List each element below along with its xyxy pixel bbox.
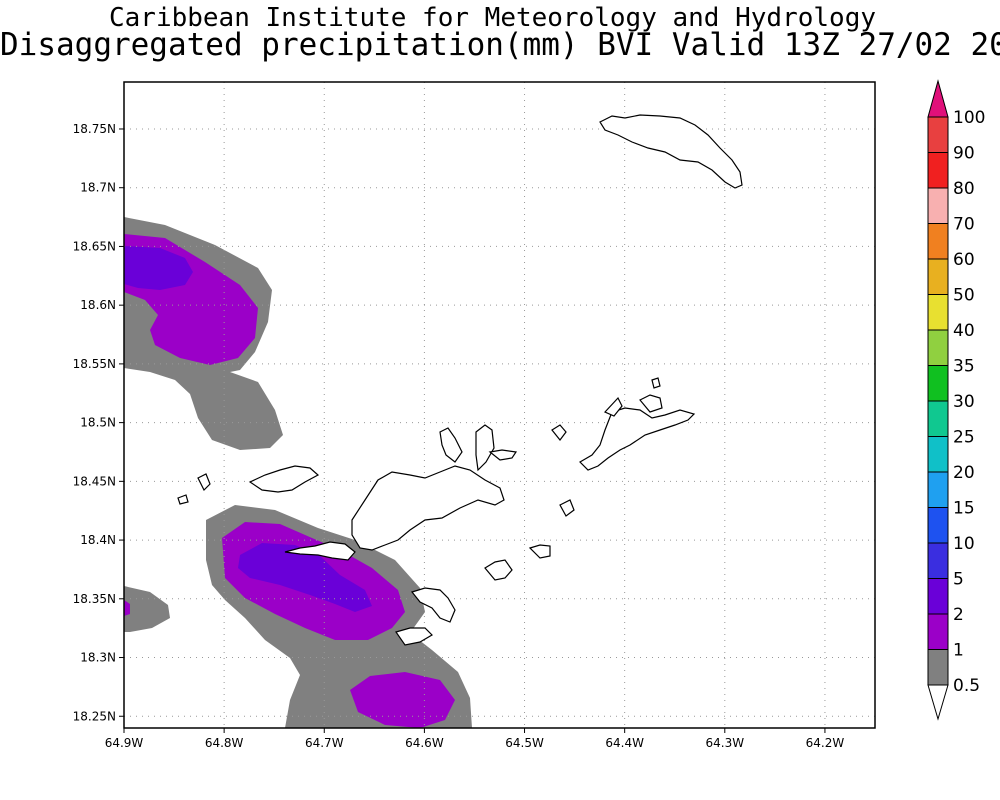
island-mosquito [603,396,623,417]
chart-title-institute: Caribbean Institute for Meteorology and … [108,3,876,33]
colorbar-segment [927,649,949,686]
colorbar-label: 40 [953,321,975,341]
colorbar-bottom-arrow [927,684,949,721]
colorbar-segment [927,152,949,189]
colorbar-label: 70 [953,215,975,235]
island-virgin-gorda [579,407,696,471]
lon-tick-label: 64.2W [806,736,845,750]
island-scrub [551,424,567,441]
island-guana [475,424,495,472]
island-islet-w [177,494,189,505]
colorbar-segment [927,187,949,224]
colorbar-label: 35 [953,357,975,377]
colorbar-label: 0.5 [953,676,980,696]
island-tortola [351,465,505,551]
colorbar-label: 90 [953,144,975,164]
island-norman [410,587,456,623]
island-st-thomas-east [284,541,356,561]
colorbar-label: 60 [953,250,975,270]
colorbar-segment [927,329,949,366]
lon-tick-label: 64.3W [706,736,745,750]
colorbar-label: 100 [953,108,985,128]
colorbar-segment [927,613,949,650]
lat-tick-label: 18.75N [73,122,116,136]
colorbar-label: 2 [953,605,964,625]
chart-title-product: Disaggregated precipitation(mm) BVI Vali… [0,27,1000,63]
precip-area-violet-center [238,543,372,612]
lat-tick-label: 18.45N [73,474,116,488]
precip-area-purple-south [350,672,455,728]
lat-tick-label: 18.6N [80,298,116,312]
longitude-axis-labels: 64.9W 64.8W 64.7W 64.6W 64.5W 64.4W 64.3W 64.2W [105,728,845,750]
colorbar-label: 25 [953,428,975,448]
island-beef [488,449,518,461]
island-anegada [599,114,743,189]
precip-area-violet-nw [124,246,193,290]
colorbar-label: 80 [953,179,975,199]
lat-tick-label: 18.25N [73,709,116,723]
island-cooper [484,559,513,581]
island-outlines [177,114,743,646]
lon-tick-label: 64.4W [605,736,644,750]
precip-area-purple-w [124,600,130,616]
colorbar-segment [927,471,949,508]
lat-tick-label: 18.3N [80,651,116,665]
lat-tick-label: 18.65N [73,239,116,253]
island-necker [639,394,663,413]
island-great-camanoe [439,427,463,463]
island-peter [395,627,433,646]
colorbar-segment [927,436,949,473]
colorbar-label: 20 [953,463,975,483]
island-fallen-jerusalem [559,499,575,517]
precip-area-grey-w [124,586,170,632]
colorbar-segment [927,294,949,331]
island-ginger [528,544,551,559]
island-islet-e [651,377,661,389]
lat-tick-label: 18.5N [80,416,116,430]
island-jost-van-dyke [248,465,320,493]
colorbar-label: 30 [953,392,975,412]
lat-tick-label: 18.7N [80,181,116,195]
lat-tick-label: 18.55N [73,357,116,371]
colorbar-segment [927,507,949,544]
lat-tick-label: 18.4N [80,533,116,547]
lat-tick-label: 18.35N [73,592,116,606]
precipitation-field [124,217,472,728]
colorbar-label: 50 [953,286,975,306]
colorbar-segment [927,542,949,579]
lon-tick-label: 64.7W [305,736,344,750]
map-frame [123,81,876,729]
lon-tick-label: 64.9W [105,736,144,750]
colorbar-segment [927,223,949,260]
colorbar-segment [927,258,949,295]
lon-tick-label: 64.6W [405,736,444,750]
colorbar-segment [927,400,949,437]
lon-tick-label: 64.8W [205,736,244,750]
colorbar-label: 10 [953,534,975,554]
colorbar-label: 1 [953,641,964,661]
island-little-thatch [197,473,211,492]
latitude-axis-labels: 18.25N 18.3N 18.35N 18.4N 18.45N 18.5N 18.55N 1… [73,122,124,723]
colorbar-top-arrow [927,79,949,118]
colorbar-label: 15 [953,499,975,519]
colorbar-label: 5 [953,570,964,590]
lon-tick-label: 64.5W [505,736,544,750]
colorbar-segment [927,578,949,615]
colorbar-segment [927,365,949,402]
colorbar-segment [927,116,949,153]
